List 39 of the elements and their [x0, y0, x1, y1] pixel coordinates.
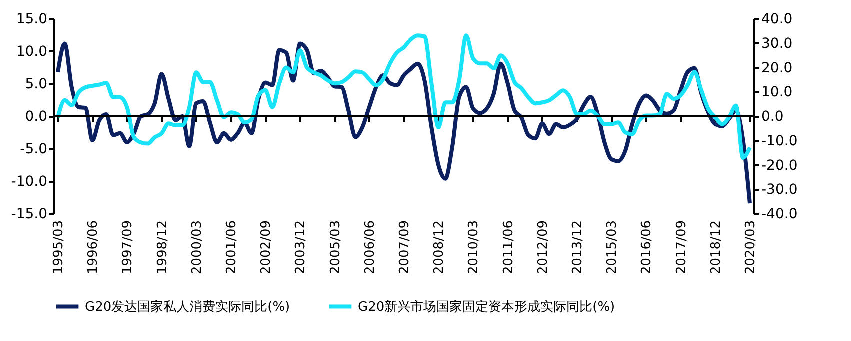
y2-tick-label: 20.0: [762, 60, 793, 76]
x-tick-label: 2001/06: [224, 220, 240, 275]
y2-tick-label: -40.0: [762, 206, 798, 222]
y-tick-label: 0.0: [25, 109, 48, 125]
y2-tick-label: 0.0: [762, 109, 784, 125]
y2-tick-label: 40.0: [762, 12, 793, 28]
y-tick-label: -5.0: [20, 142, 48, 158]
x-tick-label: 2016/06: [640, 220, 655, 275]
x-tick-label: 2000/03: [190, 220, 205, 275]
x-tick-label: 2010/03: [466, 220, 482, 275]
legend-label: G20发达国家私人消费实际同比(%): [85, 298, 290, 315]
y2-tick-label: -30.0: [762, 182, 798, 198]
x-tick-label: 2017/09: [674, 220, 690, 275]
x-tick-label: 2018/12: [708, 220, 724, 275]
y-tick-label: 5.0: [25, 76, 48, 92]
x-tick-label: 2015/03: [605, 220, 620, 275]
x-tick-label: 2002/09: [259, 220, 274, 275]
y2-tick-label: 30.0: [762, 36, 793, 52]
x-tick-label: 2011/06: [501, 220, 516, 275]
x-tick-label: 2020/03: [744, 220, 758, 275]
y-tick-label: -10.0: [11, 174, 48, 190]
y-tick-label: 10.0: [16, 44, 48, 60]
x-tick-label: 2005/03: [328, 220, 344, 275]
y-tick-label: 15.0: [16, 12, 48, 28]
x-tick-label: 2007/09: [398, 220, 412, 275]
x-tick-label: 2006/06: [362, 220, 378, 275]
y2-tick-label: -10.0: [762, 133, 798, 150]
y2-tick-label: -20.0: [762, 158, 798, 174]
x-tick-label: 2013/12: [570, 220, 586, 275]
y2-tick-label: 10.0: [762, 84, 793, 101]
x-tick-label: 1996/06: [86, 220, 102, 275]
x-tick-label: 1995/03: [52, 220, 66, 275]
x-tick-label: 1998/12: [155, 220, 170, 275]
x-tick-label: 2012/09: [536, 220, 551, 275]
x-tick-label: 1997/09: [120, 220, 136, 275]
x-tick-label: 2003/12: [294, 220, 309, 275]
legend-label: G20新兴市场国家固定资本形成实际同比(%): [358, 298, 616, 315]
x-tick-label: 2008/12: [432, 220, 448, 275]
y-tick-label: -15.0: [11, 206, 48, 222]
